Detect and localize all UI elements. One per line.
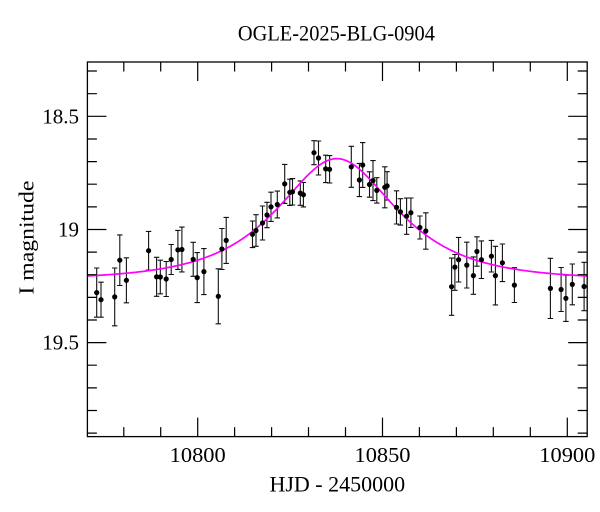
svg-text:19.5: 19.5 bbox=[42, 330, 79, 354]
svg-text:I magnitude: I magnitude bbox=[15, 181, 39, 295]
svg-text:OGLE-2025-BLG-0904: OGLE-2025-BLG-0904 bbox=[238, 21, 435, 46]
svg-text:19: 19 bbox=[58, 218, 79, 242]
svg-text:18.5: 18.5 bbox=[42, 104, 79, 128]
svg-text:10800: 10800 bbox=[170, 443, 226, 467]
svg-text:10850: 10850 bbox=[355, 443, 411, 467]
svg-text:10900: 10900 bbox=[539, 443, 595, 467]
svg-text:HJD - 2450000: HJD - 2450000 bbox=[269, 472, 405, 497]
